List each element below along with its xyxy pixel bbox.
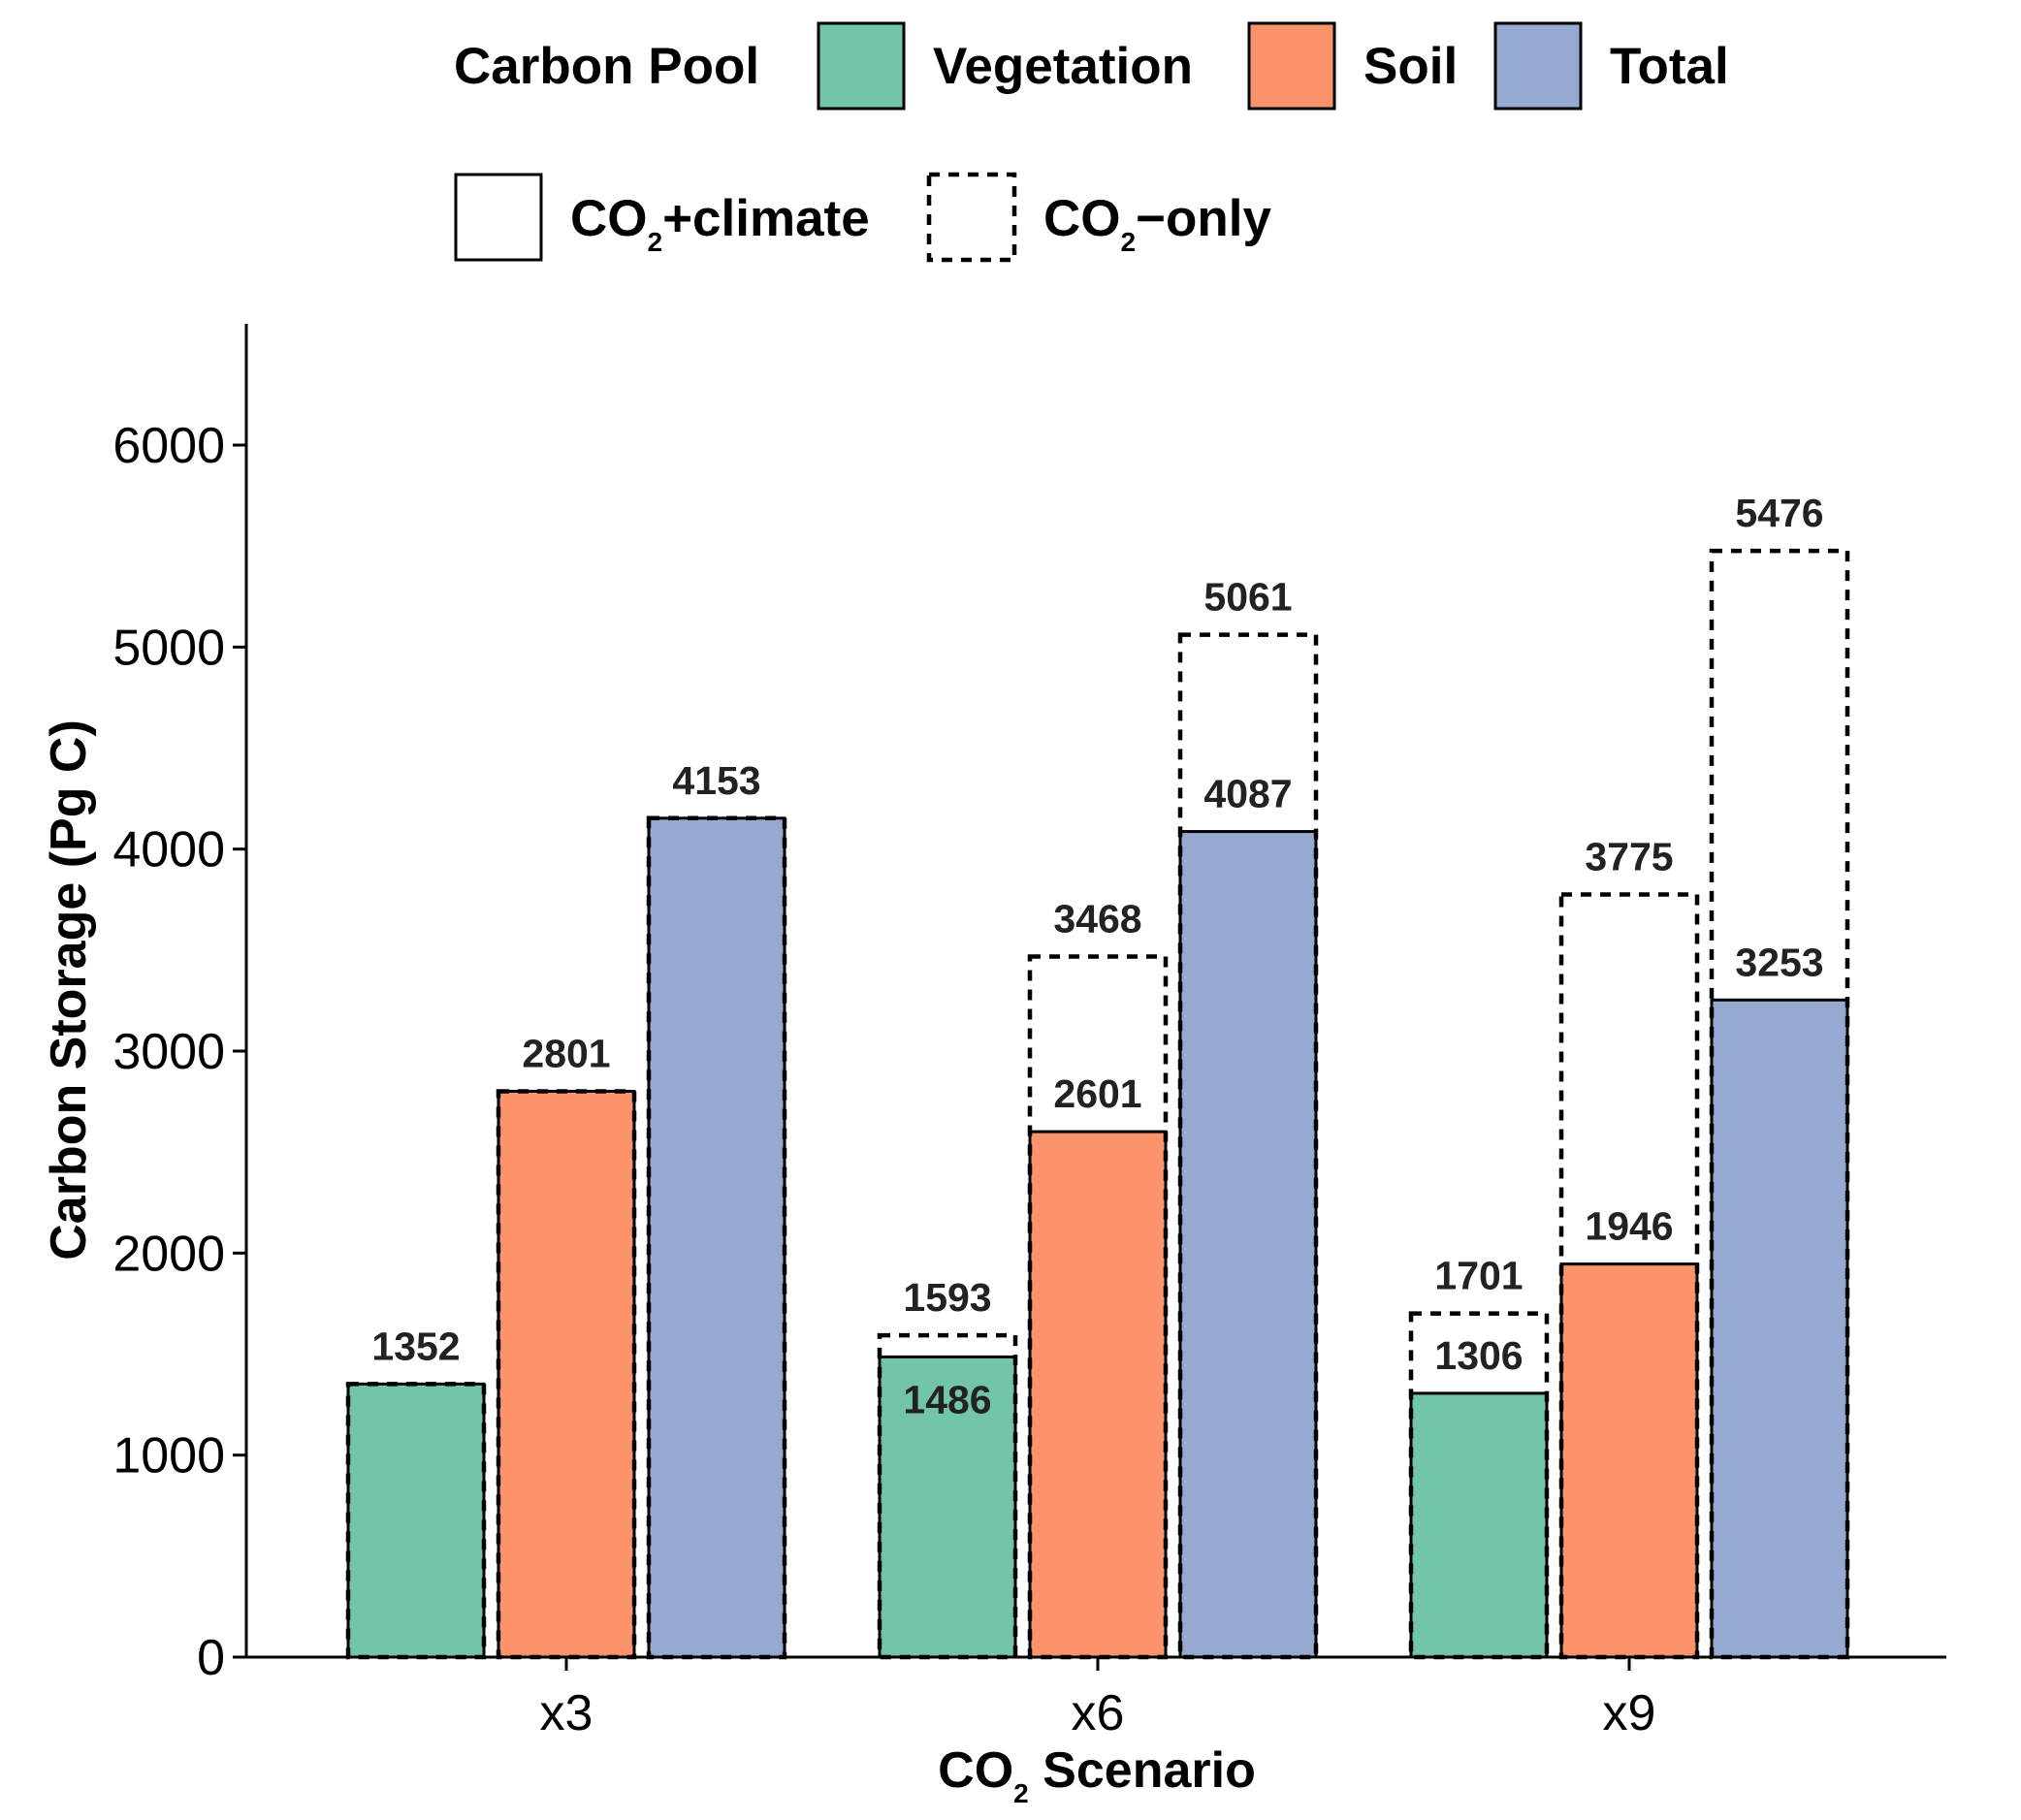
- bar-co2-climate-soil-x3: [497, 1089, 636, 1659]
- bar-co2-climate-total-x3: [647, 816, 786, 1659]
- bar-label-co2-only-vegetation-x6: 1593: [903, 1275, 991, 1320]
- bar-co2-only-soil-x9: [1558, 892, 1700, 1660]
- legend-swatch-vegetation: [817, 21, 906, 111]
- bar-labels: 1352 1593 1486 1701 1306 2801 3468 2601 3775 1946…: [371, 491, 1823, 1421]
- legend-fill: Carbon Pool Vegetation Soil Total: [454, 21, 1729, 111]
- bar-co2-climate-total-x6: [1178, 830, 1318, 1659]
- bar-label-co2-climate-soil-x3: 2801: [522, 1031, 610, 1075]
- legend-linetype-label-solid: CO2+climate: [570, 190, 870, 257]
- bar-co2-only-vegetation-x3: [345, 1382, 487, 1660]
- bar-label-co2-climate-total-x3: 4153: [672, 758, 760, 803]
- bar-label-co2-climate-total-x9: 3253: [1735, 940, 1823, 984]
- y-tick-label: 3000: [112, 1024, 225, 1080]
- legend-swatch-total: [1493, 21, 1583, 111]
- bar-label-co2-only-vegetation-x9: 1701: [1434, 1254, 1523, 1298]
- legend-title: Carbon Pool: [454, 38, 759, 95]
- bar-co2-climate-vegetation-x3: [346, 1382, 486, 1659]
- legend-label-total: Total: [1610, 38, 1729, 95]
- bar-label-co2-climate-total-x6: 4087: [1203, 772, 1292, 816]
- bar-co2-only-total-x6: [1177, 632, 1319, 1660]
- y-tick-label: 0: [197, 1630, 225, 1686]
- x-tick-label-x9: x9: [1603, 1685, 1656, 1741]
- legend-label-vegetation: Vegetation: [933, 38, 1193, 95]
- x-axis-title-subscript: 2: [1013, 1778, 1029, 1808]
- legend-swatch-soil: [1247, 21, 1336, 111]
- bar-co2-climate-vegetation-x9: [1409, 1391, 1549, 1659]
- legend-linetype: CO2+climate CO2−only: [454, 172, 1272, 263]
- bar-label-co2-only-total-x6: 5061: [1203, 575, 1292, 620]
- y-axis-ticks: 0 1000 2000 3000 4000 5000 6000: [112, 418, 246, 1686]
- y-tick-label: 1000: [112, 1428, 225, 1485]
- y-tick-label: 4000: [112, 822, 225, 878]
- bar-label-co2-only-soil-x9: 3775: [1585, 835, 1673, 879]
- y-tick-label: 6000: [112, 418, 225, 474]
- bar-co2-only-total-x9: [1709, 548, 1850, 1660]
- bar-co2-climate-soil-x9: [1559, 1262, 1699, 1659]
- bar-label-co2-climate-soil-x9: 1946: [1585, 1204, 1673, 1249]
- bar-co2-climate-soil-x6: [1028, 1130, 1168, 1659]
- bar-co2-only-vegetation-x6: [877, 1332, 1018, 1660]
- bar-label-co2-climate-vegetation-x3: 1352: [371, 1324, 460, 1368]
- bar-co2-climate-total-x9: [1710, 998, 1849, 1659]
- bar-co2-only-total-x3: [646, 815, 787, 1660]
- bar-label-co2-climate-vegetation-x9: 1306: [1434, 1333, 1523, 1378]
- x-axis-ticks: x3 x6 x9: [540, 1657, 1656, 1741]
- bar-co2-only-vegetation-x9: [1408, 1311, 1550, 1660]
- legend-linetype-swatch-solid: [454, 173, 543, 262]
- legend-linetype-label-dashed: CO2−only: [1043, 190, 1272, 257]
- x-axis-title: CO2 Scenario: [938, 1742, 1256, 1808]
- bar-label-co2-only-total-x9: 5476: [1735, 491, 1823, 535]
- bar-co2-only-soil-x3: [496, 1089, 637, 1660]
- legend-linetype-swatch-dashed: [926, 172, 1017, 263]
- y-tick-label: 2000: [112, 1226, 225, 1282]
- x-axis-title-prefix: CO: [938, 1742, 1013, 1799]
- bar-label-co2-climate-vegetation-x6: 1486: [903, 1377, 991, 1421]
- legend-label-soil: Soil: [1363, 38, 1458, 95]
- bar-co2-only-soil-x6: [1027, 954, 1169, 1660]
- x-tick-label-x6: x6: [1072, 1685, 1125, 1741]
- bar-label-co2-climate-soil-x6: 2601: [1053, 1071, 1141, 1116]
- x-axis-title-suffix: Scenario: [1029, 1742, 1256, 1799]
- bar-label-co2-only-soil-x6: 3468: [1053, 897, 1141, 942]
- x-tick-label-x3: x3: [540, 1685, 593, 1741]
- bars: [345, 548, 1850, 1660]
- y-tick-label: 5000: [112, 620, 225, 676]
- y-axis-title: Carbon Storage (Pg C): [41, 719, 97, 1261]
